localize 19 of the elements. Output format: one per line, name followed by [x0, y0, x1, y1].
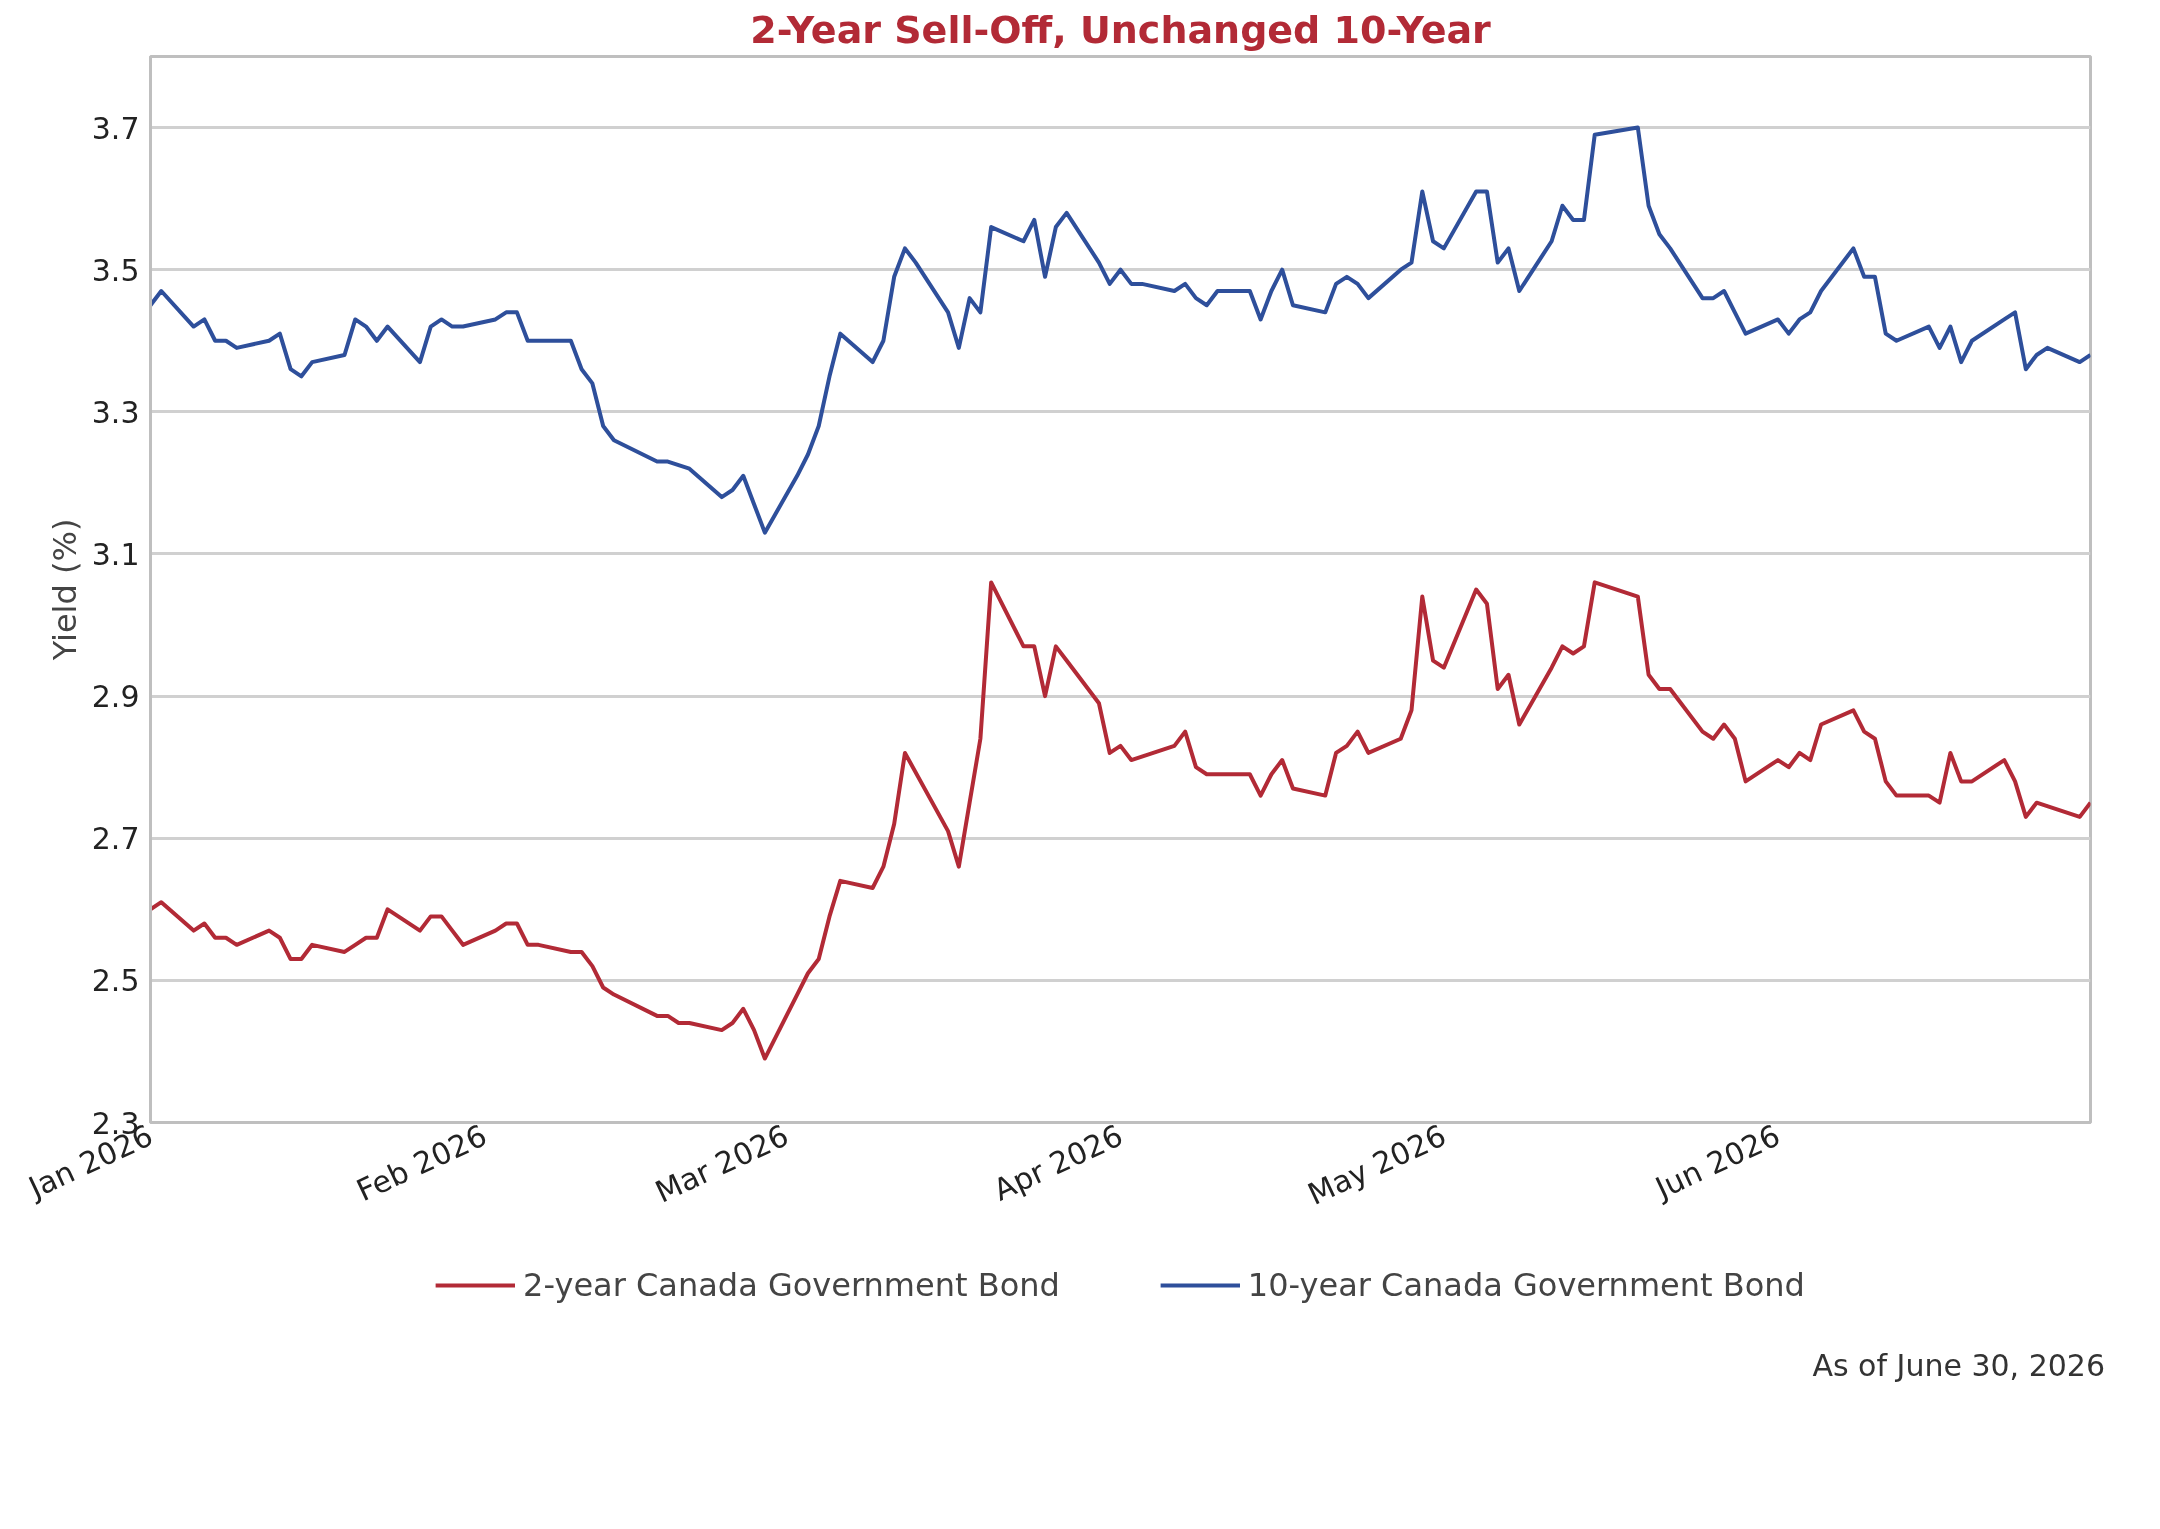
x-tick-label: Mar 2026 [649, 1117, 794, 1210]
y-tick-label: 2.9 [91, 679, 140, 715]
line-series [150, 125, 2091, 535]
y-tick-label: 2.7 [91, 821, 140, 857]
line-series [150, 580, 2091, 1061]
x-tick-label: May 2026 [1302, 1117, 1452, 1212]
y-tick-label: 3.3 [91, 394, 140, 430]
x-tick-label: Feb 2026 [351, 1117, 493, 1209]
y-tick-label: 3.1 [91, 536, 140, 572]
y-tick-label: 3.5 [91, 252, 140, 288]
y-axis-title: Yield (%) [45, 518, 84, 662]
legend-label: 10-year Canada Government Bond [1247, 1266, 1805, 1304]
legend-label: 2-year Canada Government Bond [523, 1266, 1060, 1304]
y-tick-label: 3.7 [91, 110, 140, 146]
chart-title: 2-Year Sell-Off, Unchanged 10-Year [750, 7, 1492, 52]
x-tick-label: Apr 2026 [988, 1117, 1128, 1208]
x-tick-label: Jun 2026 [1648, 1117, 1786, 1207]
text: As of June 30, 2026 [1812, 1347, 2105, 1385]
y-tick-label: 2.5 [91, 963, 140, 999]
